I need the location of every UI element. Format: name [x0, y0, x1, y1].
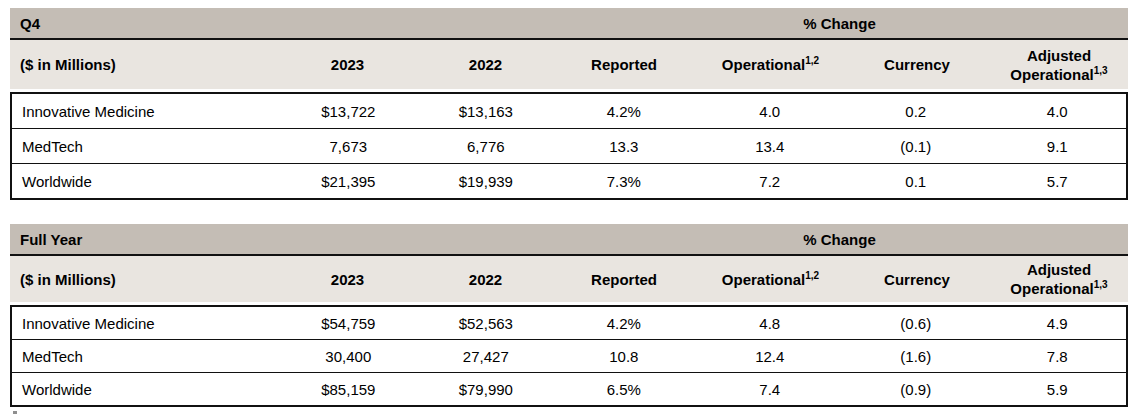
value-reported: 4.2% — [551, 315, 696, 332]
col-adjusted-operational-line2: Operational1,3 — [1010, 280, 1107, 297]
col-adjusted-operational-line2: Operational1,3 — [1010, 66, 1107, 83]
col-currency: Currency — [844, 56, 990, 73]
footnote-superscript-fragment — [13, 411, 17, 414]
col-adjusted-operational-text: Operational — [1010, 280, 1093, 297]
q4-results-table: Q4 % Change ($ in Millions) 2023 2022 Re… — [10, 8, 1128, 200]
value-2023: 30,400 — [276, 348, 420, 365]
col-operational-footnote-ref: 1,2 — [805, 270, 819, 281]
table-row: MedTech 7,673 6,776 13.3 13.4 (0.1) 9.1 — [12, 128, 1126, 163]
value-2023: $54,759 — [276, 315, 420, 332]
col-operational: Operational1,2 — [697, 271, 844, 288]
value-adjusted-operational: 9.1 — [988, 138, 1126, 155]
value-2023: $21,395 — [276, 173, 420, 190]
value-operational: 4.0 — [697, 103, 843, 120]
q4-header-band: Q4 % Change — [10, 8, 1128, 40]
segment-label: Innovative Medicine — [12, 103, 276, 120]
percent-change-label: % Change — [551, 8, 1128, 38]
full-year-column-headers: ($ in Millions) 2023 2022 Reported Opera… — [10, 256, 1128, 302]
col-operational-footnote-ref: 1,2 — [805, 55, 819, 66]
value-reported: 10.8 — [551, 348, 696, 365]
value-2022: 27,427 — [421, 348, 552, 365]
value-2022: 6,776 — [421, 138, 552, 155]
value-currency: (0.6) — [843, 315, 988, 332]
value-2022: $52,563 — [421, 315, 552, 332]
financial-results-sheet: Q4 % Change ($ in Millions) 2023 2022 Re… — [0, 0, 1140, 417]
q4-column-headers: ($ in Millions) 2023 2022 Reported Opera… — [10, 40, 1128, 89]
value-adjusted-operational: 4.9 — [988, 315, 1126, 332]
col-adjusted-operational: Adjusted Operational1,3 — [990, 46, 1128, 84]
value-operational: 12.4 — [697, 348, 843, 365]
percent-change-label: % Change — [551, 224, 1128, 254]
table-row: Innovative Medicine $54,759 $52,563 4.2%… — [12, 307, 1126, 339]
col-operational: Operational1,2 — [697, 56, 844, 73]
value-currency: (0.9) — [843, 381, 988, 398]
value-2023: $85,159 — [276, 381, 420, 398]
col-currency: Currency — [844, 271, 990, 288]
col-reported: Reported — [551, 56, 697, 73]
table-row: Worldwide $21,395 $19,939 7.3% 7.2 0.1 5… — [12, 163, 1126, 198]
full-year-results-table: Full Year % Change ($ in Millions) 2023 … — [10, 224, 1128, 407]
value-reported: 6.5% — [551, 381, 696, 398]
q4-table-body: Innovative Medicine $13,722 $13,163 4.2%… — [10, 92, 1128, 200]
value-adjusted-operational: 4.0 — [988, 103, 1126, 120]
segment-label: MedTech — [12, 348, 276, 365]
col-2022: 2022 — [420, 271, 551, 288]
value-adjusted-operational: 7.8 — [988, 348, 1126, 365]
value-adjusted-operational: 5.7 — [988, 173, 1126, 190]
value-operational: 7.4 — [697, 381, 843, 398]
col-adjusted-operational-footnote-ref: 1,3 — [1094, 279, 1108, 290]
segment-label: Worldwide — [12, 173, 276, 190]
table-row: Innovative Medicine $13,722 $13,163 4.2%… — [12, 94, 1126, 128]
col-reported: Reported — [551, 271, 697, 288]
col-2023: 2023 — [275, 56, 420, 73]
full-year-table-body: Innovative Medicine $54,759 $52,563 4.2%… — [10, 305, 1128, 407]
col-adjusted-text: Adjusted — [1027, 47, 1091, 64]
value-2023: $13,722 — [276, 103, 420, 120]
value-reported: 13.3 — [551, 138, 696, 155]
table-row: Worldwide $85,159 $79,990 6.5% 7.4 (0.9)… — [12, 372, 1126, 405]
value-currency: (0.1) — [843, 138, 988, 155]
segment-label: MedTech — [12, 138, 276, 155]
value-2022: $19,939 — [421, 173, 552, 190]
value-currency: (1.6) — [843, 348, 988, 365]
col-operational-text: Operational — [722, 271, 805, 288]
value-operational: 4.8 — [697, 315, 843, 332]
period-label: Full Year — [10, 224, 551, 254]
col-2023: 2023 — [275, 271, 420, 288]
segment-label: Worldwide — [12, 381, 276, 398]
unit-label: ($ in Millions) — [10, 271, 275, 288]
col-operational-text: Operational — [722, 56, 805, 73]
value-2022: $13,163 — [421, 103, 552, 120]
col-adjusted-operational: Adjusted Operational1,3 — [990, 260, 1128, 298]
table-row: MedTech 30,400 27,427 10.8 12.4 (1.6) 7.… — [12, 339, 1126, 372]
segment-label: Innovative Medicine — [12, 315, 276, 332]
value-reported: 4.2% — [551, 103, 696, 120]
value-2023: 7,673 — [276, 138, 420, 155]
value-currency: 0.1 — [843, 173, 988, 190]
value-operational: 7.2 — [697, 173, 843, 190]
col-adjusted-text: Adjusted — [1027, 261, 1091, 278]
full-year-header-band: Full Year % Change — [10, 224, 1128, 256]
value-reported: 7.3% — [551, 173, 696, 190]
col-adjusted-operational-footnote-ref: 1,3 — [1094, 65, 1108, 76]
value-adjusted-operational: 5.9 — [988, 381, 1126, 398]
value-currency: 0.2 — [843, 103, 988, 120]
col-2022: 2022 — [420, 56, 551, 73]
unit-label: ($ in Millions) — [10, 56, 275, 73]
value-operational: 13.4 — [697, 138, 843, 155]
col-adjusted-operational-text: Operational — [1010, 66, 1093, 83]
value-2022: $79,990 — [421, 381, 552, 398]
period-label: Q4 — [10, 8, 551, 38]
